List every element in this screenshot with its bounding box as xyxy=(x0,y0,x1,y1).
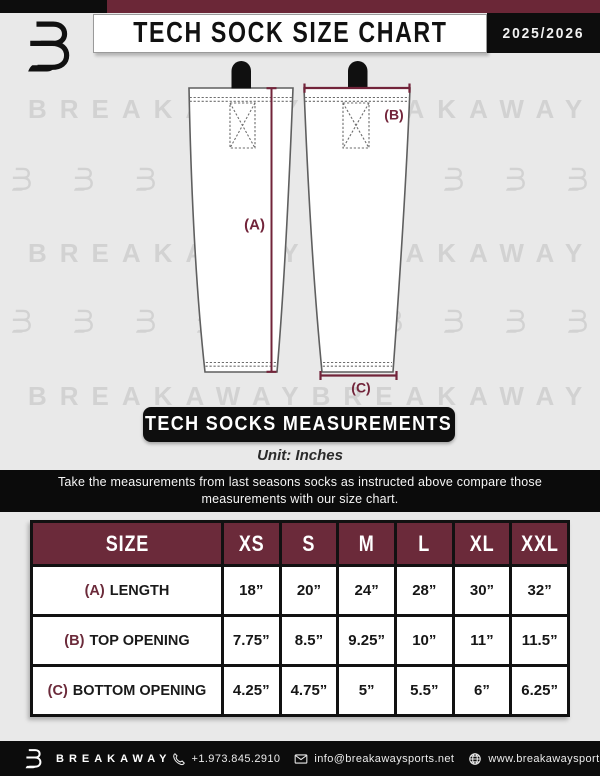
page-title-box: TECH SOCK SIZE CHART xyxy=(93,14,487,53)
footer-bar: BREAKAWAY +1.973.845.2910 info@breakaway… xyxy=(0,741,600,776)
watermark-brand-text: BREAKAWAY xyxy=(311,381,596,411)
left-sock-tab xyxy=(231,61,251,89)
phone-icon xyxy=(172,752,185,765)
size-value-cell: 6” xyxy=(451,664,513,717)
measurement-line-c xyxy=(319,371,398,380)
column-header-l: L xyxy=(393,520,455,567)
size-value-cell: 9.25” xyxy=(336,614,397,667)
right-sock xyxy=(303,61,411,373)
footer-email-address: info@breakawaysports.net xyxy=(314,752,455,765)
globe-icon xyxy=(469,752,482,765)
breakaway-logo-icon xyxy=(24,17,76,75)
breakaway-monogram-icon xyxy=(72,164,96,194)
instruction-bar: Take the measurements from last seasons … xyxy=(0,470,600,512)
unit-note: Unit: Inches xyxy=(257,447,343,464)
footer-website-url: www.breakawaysports.net xyxy=(488,752,600,765)
footer-email: info@breakawaysports.net xyxy=(294,752,454,766)
label-b: (B) xyxy=(384,107,403,123)
table-row-length: (A) LENGTH 18” 20” 24” 28” 30” 32” xyxy=(30,564,570,617)
watermark-brand-text: BREAKAWAY xyxy=(28,381,312,411)
right-sock-stitch-box xyxy=(342,102,370,149)
size-value-cell: 4.25” xyxy=(220,664,282,717)
season-badge: 2025/2026 xyxy=(487,13,600,53)
label-a: (A) xyxy=(244,217,265,234)
breakaway-monogram-icon xyxy=(134,164,158,194)
size-value-cell: 32” xyxy=(509,564,570,617)
breakaway-monogram-icon xyxy=(10,306,34,336)
measurements-badge: TECH SOCKS MEASUREMENTS xyxy=(143,407,455,442)
size-value-cell: 5” xyxy=(336,664,397,717)
column-header-xxl: XXL xyxy=(509,520,570,567)
email-icon xyxy=(295,753,308,764)
measurement-label-cell: (B) TOP OPENING xyxy=(30,614,224,667)
column-header-s: S xyxy=(278,520,340,567)
measurement-label-cell: (C) BOTTOM OPENING xyxy=(30,664,224,717)
size-value-cell: 11.5” xyxy=(509,614,570,667)
column-header-xs: XS xyxy=(220,520,282,567)
footer-phone: +1.973.845.2910 xyxy=(172,752,281,766)
footer-contacts: +1.973.845.2910 info@breakawaysports.net… xyxy=(172,752,600,766)
breakaway-monogram-icon xyxy=(442,306,466,336)
size-value-cell: 30” xyxy=(451,564,513,617)
size-value-cell: 24” xyxy=(336,564,397,617)
breakaway-monogram-icon xyxy=(442,164,466,194)
size-value-cell: 7.75” xyxy=(220,614,282,667)
size-value-cell: 6.25” xyxy=(509,664,570,717)
size-table: SIZE XS S M L XL XXL (A) LENGTH 18” 20” 2… xyxy=(30,520,570,717)
column-header-size: SIZE xyxy=(30,520,224,567)
size-value-cell: 28” xyxy=(393,564,455,617)
column-header-m: M xyxy=(336,520,397,567)
footer-phone-number: +1.973.845.2910 xyxy=(191,752,281,765)
measurement-label-cell: (A) LENGTH xyxy=(30,564,224,617)
footer-website: www.breakawaysports.net xyxy=(468,752,600,766)
page-title: TECH SOCK SIZE CHART xyxy=(132,17,448,49)
size-value-cell: 5.5” xyxy=(393,664,455,717)
size-value-cell: 20” xyxy=(278,564,340,617)
right-sock-tab xyxy=(348,61,368,89)
table-row-bottom-opening: (C) BOTTOM OPENING 4.25” 4.75” 5” 5.5” 6”… xyxy=(30,664,570,717)
breakaway-monogram-icon xyxy=(72,306,96,336)
season-label: 2025/2026 xyxy=(502,24,585,42)
breakaway-monogram-icon xyxy=(504,306,528,336)
breakaway-monogram-icon xyxy=(566,164,590,194)
breakaway-monogram-icon xyxy=(504,164,528,194)
footer-brand: BREAKAWAY xyxy=(24,747,172,770)
size-value-cell: 8.5” xyxy=(278,614,340,667)
size-value-cell: 4.75” xyxy=(278,664,340,717)
header-maroon-bar xyxy=(107,0,600,13)
table-header-row: SIZE XS S M L XL XXL xyxy=(30,520,570,567)
size-value-cell: 11” xyxy=(451,614,513,667)
breakaway-monogram-icon xyxy=(566,306,590,336)
table-row-top-opening: (B) TOP OPENING 7.75” 8.5” 9.25” 10” 11” … xyxy=(30,614,570,667)
left-sock xyxy=(188,61,294,373)
header-black-bar xyxy=(0,0,107,13)
size-value-cell: 18” xyxy=(220,564,282,617)
watermark-text-row: BREAKAWAY BREAKAWAY xyxy=(0,381,600,412)
measurement-line-a xyxy=(266,87,277,373)
footer-wordmark: BREAKAWAY xyxy=(56,752,172,765)
sock-diagram: (A) (B) (C) xyxy=(188,61,411,396)
breakaway-monogram-icon xyxy=(134,306,158,336)
column-header-xl: XL xyxy=(451,520,513,567)
label-c: (C) xyxy=(351,380,370,396)
instruction-line-1: Take the measurements from last seasons … xyxy=(57,475,543,489)
breakaway-monogram-icon xyxy=(10,164,34,194)
size-value-cell: 10” xyxy=(393,614,455,667)
measurement-line-b xyxy=(303,83,411,93)
breakaway-logo-icon xyxy=(24,747,44,770)
instruction-line-2: measurements with our size chart. xyxy=(201,492,399,506)
left-sock-stitch-box xyxy=(229,102,256,149)
measurements-badge-label: TECH SOCKS MEASUREMENTS xyxy=(145,413,453,435)
